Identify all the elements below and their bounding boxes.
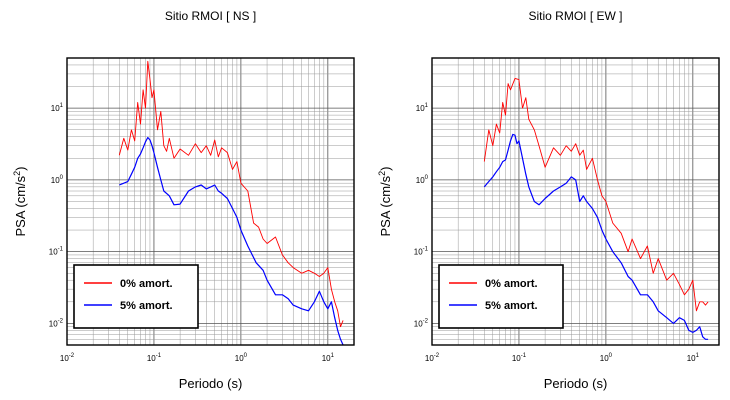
chart-panel-2: Sitio RMOI [ EW ] 10-2 10-1 100 101 10-2 10-1 1… bbox=[377, 9, 720, 391]
series-line-red bbox=[483, 77, 709, 312]
x-tick-label: 100 bbox=[600, 353, 613, 363]
x-tick-label: 100 bbox=[235, 353, 248, 363]
y-tick-label: 10-2 bbox=[414, 318, 429, 328]
y-tick-label: 100 bbox=[51, 175, 64, 185]
x-axis-label: Periodo (s) bbox=[544, 376, 608, 391]
x-tick-label: 10-2 bbox=[60, 353, 75, 363]
legend-label: 5% amort. bbox=[120, 300, 173, 312]
legend-label: 0% amort. bbox=[120, 278, 173, 290]
legend-box bbox=[438, 264, 564, 329]
chart-title: Sitio RMOI [ NS ] bbox=[165, 9, 256, 23]
series-line-blue bbox=[483, 133, 709, 340]
plot-frame bbox=[431, 57, 720, 346]
x-tick-label: 10-2 bbox=[425, 353, 440, 363]
legend: 0% amort. 5% amort. bbox=[73, 264, 199, 329]
y-tick-label: 10-1 bbox=[414, 247, 429, 257]
y-tick-label: 101 bbox=[416, 103, 429, 113]
y-axis-label: PSA (cm/s2) bbox=[12, 166, 28, 236]
y-tick-label: 10-1 bbox=[49, 247, 64, 257]
x-axis-label: Periodo (s) bbox=[179, 376, 243, 391]
chart-title: Sitio RMOI [ EW ] bbox=[528, 9, 622, 23]
chart-panel-1: Sitio RMOI [ NS ] 10-2 10-1 100 101 10-2 10-1 1… bbox=[12, 9, 355, 391]
plot-frame bbox=[66, 57, 355, 346]
x-tick-label: 10-1 bbox=[147, 353, 162, 363]
y-axis-label: PSA (cm/s2) bbox=[377, 166, 393, 236]
y-tick-label: 101 bbox=[51, 103, 64, 113]
legend-label: 5% amort. bbox=[485, 300, 538, 312]
x-tick-label: 101 bbox=[322, 353, 335, 363]
legend: 0% amort. 5% amort. bbox=[438, 264, 564, 329]
legend-label: 0% amort. bbox=[485, 278, 538, 290]
x-tick-label: 101 bbox=[687, 353, 700, 363]
y-tick-label: 100 bbox=[416, 175, 429, 185]
series-line-blue bbox=[119, 136, 344, 346]
series-line-red bbox=[118, 60, 344, 328]
grid bbox=[67, 58, 354, 345]
y-tick-label: 10-2 bbox=[49, 318, 64, 328]
legend-box bbox=[73, 264, 199, 329]
x-tick-label: 10-1 bbox=[512, 353, 527, 363]
